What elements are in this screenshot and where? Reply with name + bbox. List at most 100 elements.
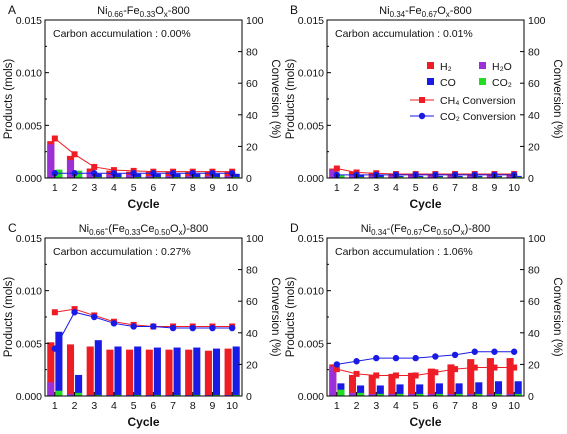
legend: H₂ H₂O CO CO₂ CH₄ Conversion CO₂ Conversion [410, 61, 516, 123]
xtick-label-c: 7 [170, 400, 176, 412]
marker-co2-c-9 [209, 324, 216, 332]
marker-co2-d-4 [392, 354, 400, 362]
bar-co-c-10 [232, 346, 240, 396]
bar-co-d-6 [435, 383, 443, 396]
marker-co2-a-3 [91, 170, 98, 177]
y-left-axis-label-a: Products (mols) [3, 59, 15, 140]
bar-h2o-d-3 [368, 393, 376, 396]
legend-h2o-label: H₂O [492, 61, 512, 73]
xtick-label-b: 4 [393, 182, 399, 194]
marker-ch4-d-1 [333, 366, 340, 373]
xtick-label-a: 1 [52, 182, 58, 194]
legend-h2o-swatch [479, 62, 486, 69]
bar-h2o-a-7 [165, 175, 173, 178]
xtick-label-b: 1 [334, 182, 340, 194]
ytick-right-label-b: 20 [528, 141, 540, 153]
bar-h2-c-7 [165, 349, 173, 396]
xtick-label-d: 9 [492, 400, 498, 412]
xtick-label-b: 7 [452, 182, 458, 194]
bar-co-d-7 [455, 383, 463, 396]
bar-h2o-a-5 [126, 174, 134, 178]
ytick-left-label-d: 0.000 [298, 391, 324, 403]
carbon-accumulation-b: Carbon accumulation : 0.01% [335, 28, 473, 40]
legend-co2-conv-marker [418, 112, 426, 120]
bar-co-a-4 [114, 173, 122, 178]
bar-h2o-b-9 [486, 175, 494, 178]
bar-co2-c-3 [94, 394, 102, 396]
bar-h2o-d-9 [486, 393, 494, 396]
chart-panel-a: A Ni0.66-Fe0.33Ox-800 0.000 0.005 0.010 0.015… [3, 3, 281, 211]
marker-co2-d-1 [333, 361, 341, 368]
ytick-right-label-a: 80 [246, 47, 258, 59]
xtick-label-d: 5 [413, 400, 419, 412]
bar-h2o-b-4 [388, 175, 396, 178]
marker-ch4-d-8 [471, 364, 478, 371]
line-ch4-conversion-c [54, 308, 233, 327]
bar-h2-c-3 [86, 346, 94, 396]
bar-co-b-10 [514, 175, 522, 178]
ytick-right-label-a: 40 [246, 110, 258, 122]
bar-h2-a-4 [106, 170, 114, 178]
marker-ch4-b-1 [333, 165, 340, 172]
bar-h2o-d-8 [467, 393, 475, 396]
bar-h2o-d-7 [447, 393, 455, 396]
xtick-label-d: 4 [393, 400, 399, 412]
bar-h2-b-3 [368, 172, 376, 178]
marker-co2-c-1 [51, 345, 59, 352]
ytick-left-label-c: 0.015 [16, 233, 42, 245]
xtick-label-c: 9 [210, 400, 216, 412]
marker-co2-a-2 [71, 170, 78, 177]
bar-co2-d-1 [337, 389, 345, 396]
bar-h2-d-3 [368, 374, 376, 396]
ytick-left-label-b: 0.005 [298, 120, 324, 132]
marker-co2-a-1 [51, 170, 59, 177]
chart-panel-b: B Ni0.34-Fe0.67Ox-800 0.000 0.005 0.010 0.015… [285, 3, 563, 211]
bar-co-d-9 [494, 381, 503, 396]
marker-co2-d-7 [451, 351, 459, 359]
marker-ch4-d-10 [511, 364, 518, 371]
y-left-axis-label-b: Products (mols) [285, 59, 297, 140]
ytick-right-label-c: 40 [246, 328, 258, 340]
bar-co-b-2 [357, 174, 365, 178]
marker-co2-a-7 [169, 170, 177, 177]
xtick-label-b: 10 [508, 182, 520, 194]
marker-co2-a-4 [110, 170, 118, 177]
bar-co-d-2 [357, 385, 365, 396]
xtick-label-c: 10 [226, 400, 238, 412]
x-axis-label-d: Cycle [409, 415, 441, 429]
marker-ch4-a-3 [91, 163, 98, 170]
ytick-right-label-b: 60 [528, 78, 540, 90]
chart-title-d: Ni0.34-(Fe0.67Ce0.50Ox)-800 [361, 223, 491, 237]
legend-h2-label: H₂ [440, 61, 452, 73]
bar-co2-a-3 [94, 176, 102, 178]
bar-co2-b-7 [455, 176, 463, 178]
bar-h2-d-2 [348, 374, 357, 396]
xtick-label-b: 5 [413, 182, 419, 194]
bar-co2-a-5 [134, 176, 142, 178]
marker-co2-d-5 [412, 354, 419, 362]
bar-h2-a-8 [185, 171, 193, 178]
bar-h2o-a-1 [47, 144, 55, 178]
chart-title-b: Ni0.34-Fe0.67Ox-800 [379, 5, 472, 19]
bar-co2-b-3 [376, 176, 384, 178]
bar-co-a-3 [94, 173, 102, 178]
bar-h2-c-6 [145, 349, 153, 396]
xtick-label-d: 1 [334, 400, 340, 412]
bar-co-d-8 [475, 382, 483, 396]
marker-ch4-a-1 [51, 135, 58, 142]
panel-letter-d: D [290, 221, 299, 235]
ytick-left-label-d: 0.005 [298, 338, 324, 350]
xtick-label-a: 10 [226, 182, 238, 194]
bar-co2-c-10 [232, 394, 240, 396]
y-right-axis-label-d: Conversion (%) [551, 277, 563, 356]
bar-co2-a-6 [153, 176, 161, 178]
marker-co2-a-8 [189, 170, 196, 177]
bar-h2o-c-6 [145, 394, 153, 396]
legend-co2-conv-label: CO₂ Conversion [440, 111, 516, 123]
y-right-axis-label-b: Conversion (%) [551, 59, 563, 138]
marker-ch4-d-6 [432, 369, 439, 376]
bar-co-b-3 [376, 174, 384, 178]
carbon-accumulation-c: Carbon accumulation : 0.27% [53, 246, 191, 258]
bar-h2o-c-10 [224, 394, 232, 396]
